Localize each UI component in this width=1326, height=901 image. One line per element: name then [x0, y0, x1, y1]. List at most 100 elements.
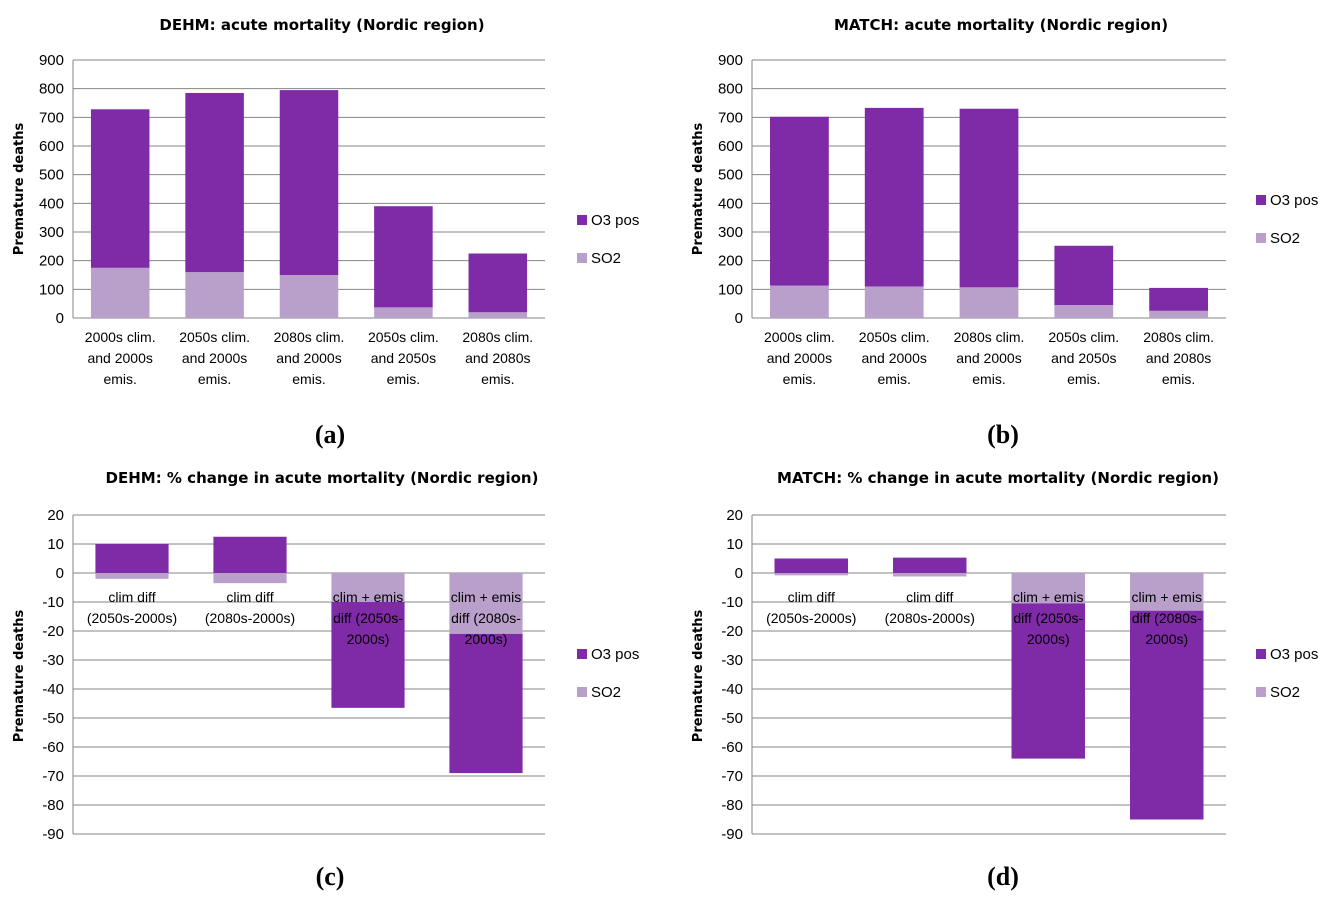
y-axis-label: Premature deaths — [12, 123, 27, 256]
y-tick-label: -30 — [721, 652, 743, 669]
chart-d: MATCH: % change in acute mortality (Nord… — [691, 469, 1318, 891]
y-tick-label: -10 — [42, 594, 64, 611]
y-tick-label: -40 — [721, 681, 743, 698]
legend-label: SO2 — [591, 684, 621, 701]
o3-bar — [279, 90, 339, 275]
bars — [90, 90, 528, 318]
legend-label: O3 pos — [591, 646, 639, 663]
legend: O3 pos SO2 — [577, 212, 639, 267]
y-tick-label: -60 — [42, 739, 64, 756]
x-tick-label: 2050s clim. — [1048, 329, 1119, 345]
y-tick-label: 10 — [726, 536, 743, 553]
x-tick-label: and 2050s — [371, 350, 436, 366]
y-tick-label: 400 — [39, 195, 64, 212]
legend-label: O3 pos — [591, 212, 639, 229]
so2-bar — [770, 285, 829, 318]
y-tick-label: -90 — [42, 826, 64, 843]
y-tick-label: 200 — [39, 253, 64, 270]
o3-bar — [1011, 603, 1085, 759]
y-tick-label: -30 — [42, 652, 64, 669]
o3-bar — [959, 108, 1019, 288]
legend-swatch — [1256, 233, 1266, 243]
x-tick-label: 2000s) — [347, 631, 390, 647]
x-tick-label: and 2080s — [465, 350, 530, 366]
y-tick-label: -50 — [721, 710, 743, 727]
legend-swatch — [577, 649, 587, 659]
x-tick-label: diff (2080s- — [451, 610, 521, 626]
o3-bar — [185, 92, 244, 273]
x-tick-label: 2050s clim. — [368, 329, 439, 345]
y-tick-label: 0 — [56, 310, 64, 327]
o3-bar — [1054, 245, 1114, 306]
x-tick-label: diff (2050s- — [333, 610, 403, 626]
x-ticks: 2000s clim. and 2000s emis. 2050s clim. and … — [85, 329, 533, 387]
o3-bar — [468, 253, 528, 313]
y-tick-label: 700 — [39, 109, 64, 126]
chart-c: DEHM: % change in acute mortality (Nordi… — [12, 469, 639, 891]
y-tick-label: 600 — [39, 138, 64, 155]
y-tick-label: 400 — [718, 195, 743, 212]
x-tick-label: diff (2050s- — [1013, 610, 1083, 626]
so2-bar — [449, 573, 523, 634]
chart-title: MATCH: acute mortality (Nordic region) — [834, 16, 1168, 34]
legend: O3 pos SO2 — [1256, 192, 1318, 247]
x-tick-label: 2050s clim. — [859, 329, 930, 345]
y-tick-label: 500 — [718, 167, 743, 184]
y-tick-label: -80 — [42, 797, 64, 814]
legend: O3 pos SO2 — [1256, 646, 1318, 701]
legend: O3 pos SO2 — [577, 646, 639, 701]
so2-bar — [90, 267, 150, 318]
x-tick-label: clim diff — [788, 589, 835, 605]
y-tick-label: 900 — [39, 52, 64, 69]
x-tick-label: emis. — [198, 371, 231, 387]
y-tick-label: -70 — [42, 768, 64, 785]
x-tick-label: emis. — [292, 371, 325, 387]
legend-swatch — [1256, 649, 1266, 659]
x-tick-label: 2080s clim. — [274, 329, 345, 345]
y-tick-label: 600 — [718, 138, 743, 155]
y-tick-label: 900 — [718, 52, 743, 69]
x-tick-label: and 2000s — [87, 350, 152, 366]
x-tick-label: and 2000s — [767, 350, 832, 366]
o3-bar — [1149, 287, 1208, 311]
y-tick-label: 0 — [735, 310, 743, 327]
x-tick-label: (2080s-2000s) — [205, 610, 295, 626]
so2-bar — [374, 307, 433, 318]
x-tick-label: 2000s) — [465, 631, 508, 647]
so2-bar — [1011, 573, 1085, 604]
panel-label: (d) — [987, 862, 1019, 891]
x-tick-label: and 2000s — [182, 350, 247, 366]
so2-bar — [959, 287, 1019, 318]
o3-bar — [374, 206, 433, 308]
y-tick-label: 20 — [47, 507, 64, 524]
o3-bar — [774, 558, 848, 573]
legend-swatch — [1256, 687, 1266, 697]
so2-bar — [331, 573, 405, 602]
so2-bar — [279, 275, 339, 318]
y-tick-label: 0 — [735, 565, 743, 582]
legend-label: SO2 — [1270, 230, 1300, 247]
legend-label: SO2 — [591, 250, 621, 267]
x-tick-label: emis. — [481, 371, 514, 387]
panel-label: (c) — [316, 862, 345, 891]
so2-bar — [774, 573, 848, 576]
x-tick-label: (2050s-2000s) — [766, 610, 856, 626]
x-tick-label: clim diff — [906, 589, 953, 605]
x-tick-label: and 2000s — [861, 350, 926, 366]
x-tick-label: clim diff — [226, 589, 273, 605]
x-tick-label: and 2000s — [276, 350, 341, 366]
panel-label: (b) — [987, 420, 1019, 449]
so2-bar — [185, 272, 244, 318]
chart-title: DEHM: acute mortality (Nordic region) — [159, 16, 484, 34]
y-tick-label: 500 — [39, 167, 64, 184]
x-ticks: clim diff (2050s-2000s) clim diff (2080s-20… — [766, 589, 1202, 647]
bars — [95, 536, 523, 774]
legend-label: SO2 — [1270, 684, 1300, 701]
chart-title: DEHM: % change in acute mortality (Nordi… — [106, 469, 539, 487]
x-tick-label: clim + emis — [333, 589, 403, 605]
legend-label: O3 pos — [1270, 646, 1318, 663]
y-tick-label: 20 — [726, 507, 743, 524]
x-tick-label: clim + emis — [1132, 589, 1202, 605]
bars — [774, 557, 1204, 820]
